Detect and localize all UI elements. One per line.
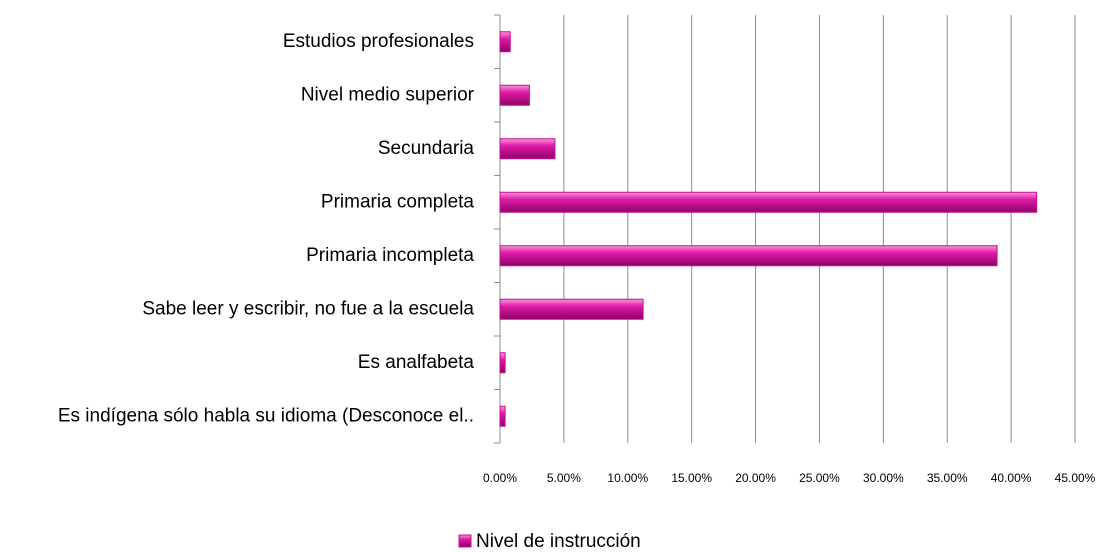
y-tick-label: Primaria incompleta <box>306 245 474 266</box>
bar <box>499 138 556 160</box>
bar <box>499 405 506 427</box>
y-tick-label: Secundaria <box>378 138 475 159</box>
x-tick-label: 30.00% <box>863 471 904 485</box>
legend-label: Nivel de instrucción <box>476 531 641 552</box>
x-tick-label: 25.00% <box>799 471 840 485</box>
x-tick-label: 5.00% <box>547 471 581 485</box>
bar <box>499 31 511 53</box>
bar <box>499 298 644 320</box>
bar <box>499 191 1038 213</box>
x-tick-label: 10.00% <box>607 471 648 485</box>
y-tick-label: Estudios profesionales <box>283 31 474 52</box>
y-tick-label: Es analfabeta <box>358 352 475 373</box>
bar <box>499 352 506 374</box>
y-tick-label: Nivel medio superior <box>301 84 475 105</box>
x-tick-label: 45.00% <box>1055 471 1096 485</box>
x-tick-label: 15.00% <box>671 471 712 485</box>
y-tick-label: Sabe leer y escribir, no fue a la escuel… <box>142 298 474 319</box>
x-tick-label: 40.00% <box>991 471 1032 485</box>
y-tick-label: Primaria completa <box>321 191 475 212</box>
bar <box>499 84 530 106</box>
legend-swatch <box>458 534 472 548</box>
y-tick-label: Es indígena sólo habla su idioma (Descon… <box>58 405 474 426</box>
x-tick-label: 35.00% <box>927 471 968 485</box>
x-tick-label: 0.00% <box>483 471 517 485</box>
x-tick-label: 20.00% <box>735 471 776 485</box>
bar <box>499 245 998 267</box>
